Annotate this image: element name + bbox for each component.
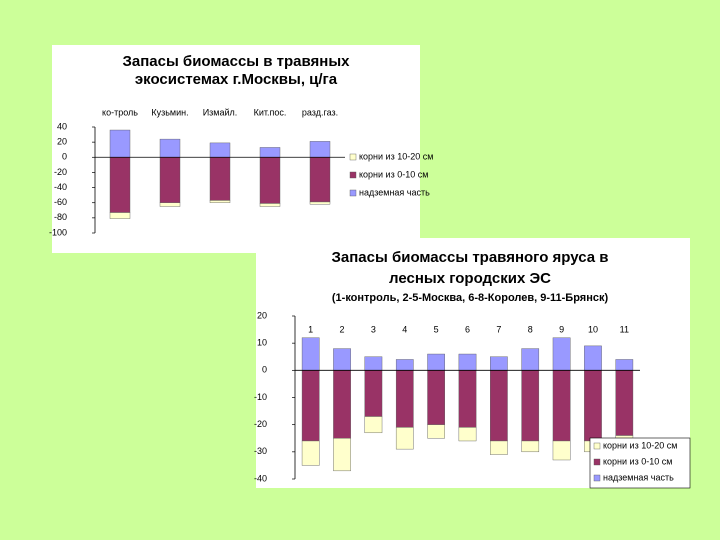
chart-title: Запасы биомассы в травяных	[122, 53, 350, 70]
legend-swatch	[593, 458, 601, 466]
bar-segment	[490, 440, 508, 455]
bar-segment	[364, 356, 383, 371]
bar-segment	[395, 427, 414, 450]
bar-segment	[395, 359, 414, 371]
bar-segment	[427, 353, 445, 371]
legend-swatch	[593, 442, 601, 450]
legend-label: надземная часть	[603, 472, 674, 482]
x-tick-label: 4	[402, 324, 407, 334]
bar-segment	[333, 370, 351, 439]
chart-subtitle: (1-контроль, 2-5-Москва, 6-8-Королев, 9-…	[332, 292, 609, 304]
y-tick-label: -10	[254, 392, 267, 402]
bar-segment	[521, 348, 540, 371]
bar-segment	[259, 157, 281, 204]
bar-segment	[395, 370, 414, 428]
y-tick-label: -60	[54, 197, 67, 207]
bar-segment	[615, 359, 634, 371]
x-tick-label: Кузьмин.	[151, 107, 188, 117]
y-tick-label: 20	[57, 137, 67, 147]
y-tick-label: -40	[254, 473, 267, 483]
bar-segment	[333, 438, 351, 472]
x-tick-label: 11	[620, 324, 629, 334]
bar-segment	[309, 157, 331, 203]
y-tick-label: 20	[257, 310, 267, 320]
y-tick-label: 0	[62, 152, 67, 162]
y-tick-label: -80	[54, 212, 67, 222]
chart-2: Запасы биомассы травяного яруса в лесных …	[254, 249, 691, 489]
bar-segment	[364, 370, 383, 417]
bar-segment	[458, 427, 477, 442]
bar-segment	[615, 370, 634, 436]
bar-segment	[552, 337, 571, 371]
bar-segment	[109, 129, 131, 158]
bar-segment	[521, 370, 540, 442]
bar-segment	[159, 202, 181, 207]
y-tick-label: 0	[262, 365, 267, 375]
legend-swatch	[593, 474, 601, 482]
chart-title: лесных городских ЭС	[389, 270, 551, 287]
y-tick-label: 10	[257, 338, 267, 348]
bar-segment	[427, 424, 445, 439]
x-tick-label: 1	[308, 324, 313, 334]
bar-segment	[301, 440, 320, 466]
y-tick-label: -20	[254, 419, 267, 429]
bar-segment	[458, 353, 477, 371]
x-tick-label: 10	[588, 324, 598, 334]
legend-label: корни из 10-20 см	[359, 151, 433, 161]
bar-segment	[109, 157, 131, 213]
bar-segment	[159, 157, 181, 203]
bar-segment	[333, 348, 351, 371]
x-tick-label: 8	[528, 324, 533, 334]
x-tick-label: 3	[371, 324, 376, 334]
bar-segment	[209, 142, 231, 158]
bar-segment	[458, 370, 477, 428]
legend-label: корни из 0-10 см	[359, 169, 428, 179]
x-tick-label: 2	[340, 324, 345, 334]
x-tick-label: 9	[559, 324, 564, 334]
bar-segment	[490, 356, 508, 371]
x-tick-label: разд.газ.	[302, 107, 338, 117]
x-tick-label: Кит.пос.	[254, 107, 287, 117]
bar-segment	[159, 138, 181, 158]
x-tick-label: Измайл.	[203, 107, 238, 117]
legend-label: надземная часть	[359, 187, 430, 197]
bar-segment	[259, 203, 281, 207]
bar-segment	[521, 440, 540, 453]
bar-segment	[309, 141, 331, 158]
bar-segment	[209, 200, 231, 203]
bar-segment	[490, 370, 508, 442]
legend-swatch	[349, 153, 357, 161]
legend-label: корни из 10-20 см	[603, 440, 677, 450]
legend-swatch	[349, 171, 357, 179]
y-tick-label: -30	[254, 446, 267, 456]
bar-segment	[552, 440, 571, 461]
bar-segment	[309, 201, 331, 205]
chart-title: Запасы биомассы травяного яруса в	[332, 249, 609, 266]
x-tick-label: 6	[465, 324, 470, 334]
bar-segment	[427, 370, 445, 425]
x-tick-label: 7	[496, 324, 501, 334]
x-tick-label: ко-троль	[102, 107, 138, 117]
bar-segment	[584, 370, 602, 442]
bar-segment	[259, 147, 281, 158]
legend-swatch	[349, 189, 357, 197]
y-tick-label: -40	[54, 182, 67, 192]
bar-segment	[209, 157, 231, 201]
bar-segment	[584, 345, 602, 371]
y-tick-label: -100	[49, 227, 67, 237]
bar-segment	[552, 370, 571, 442]
legend-label: корни из 0-10 см	[603, 456, 672, 466]
y-tick-label: 40	[57, 121, 67, 131]
bar-segment	[364, 416, 383, 434]
legend-box	[589, 437, 691, 489]
bar-segment	[301, 337, 320, 371]
x-tick-label: 5	[434, 324, 439, 334]
y-tick-label: -20	[54, 167, 67, 177]
bar-segment	[301, 370, 320, 442]
chart-title: экосистемах г.Москвы, ц/га	[135, 71, 338, 88]
bar-segment	[109, 212, 131, 219]
